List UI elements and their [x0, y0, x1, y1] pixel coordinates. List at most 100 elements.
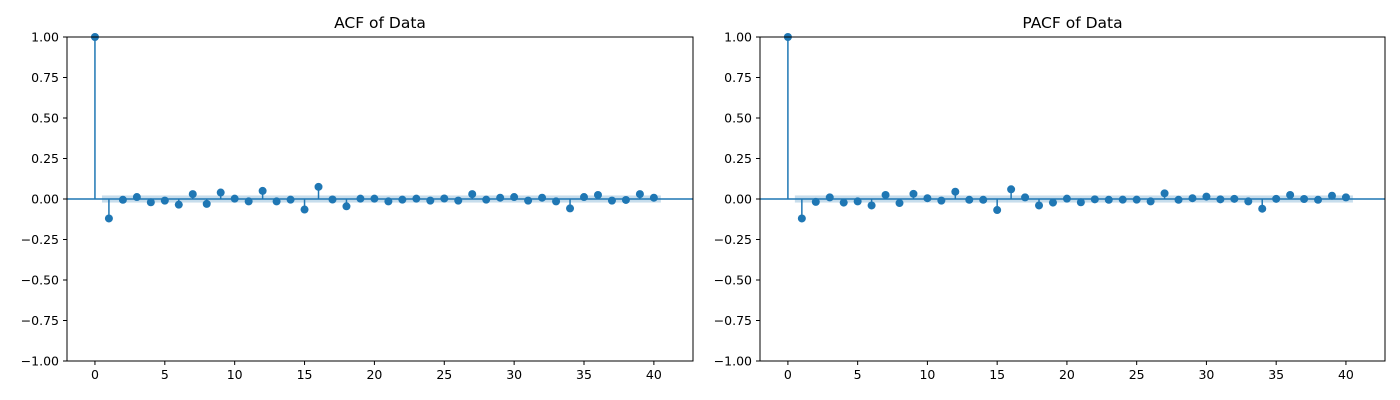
pacf-point-9: [909, 189, 918, 198]
pacf-point-2: [811, 197, 820, 206]
pacf-point-10: [923, 194, 932, 203]
acf-point-12: [258, 186, 267, 195]
pacf-point-32: [1230, 194, 1239, 203]
pacf-point-8: [895, 199, 904, 208]
pacf-point-18: [1035, 201, 1044, 210]
pacf-point-34: [1258, 204, 1267, 213]
pacf-point-40: [1341, 193, 1350, 202]
acf-chart-title: ACF of Data: [334, 14, 426, 32]
acf-xtick-label-25: 25: [436, 367, 452, 382]
pacf-point-16: [1007, 185, 1016, 194]
acf-point-3: [132, 193, 141, 202]
pacf-ytick-label-3: −0.25: [714, 232, 752, 247]
pacf-ytick-label-2: −0.50: [714, 273, 752, 288]
acf-point-33: [552, 197, 561, 206]
pacf-ytick-label-1: −0.75: [714, 313, 752, 328]
acf-ytick-label-8: 1.00: [31, 30, 59, 45]
acf-point-7: [188, 190, 197, 199]
acf-point-4: [146, 198, 155, 207]
acf-point-11: [244, 197, 253, 206]
acf-ytick-label-7: 0.75: [31, 70, 59, 85]
acf-point-31: [524, 196, 533, 205]
acf-point-8: [202, 199, 211, 208]
acf-point-40: [649, 193, 658, 202]
acf-point-34: [566, 204, 575, 213]
acf-point-27: [468, 190, 477, 199]
pacf-point-12: [951, 187, 960, 196]
acf-point-22: [398, 195, 407, 204]
acf-point-17: [328, 195, 337, 204]
acf-point-39: [635, 190, 644, 199]
acf-point-10: [230, 194, 239, 203]
pacf-point-23: [1104, 195, 1113, 204]
acf-point-36: [593, 190, 602, 199]
pacf-point-28: [1174, 195, 1183, 204]
acf-point-28: [482, 195, 491, 204]
acf-point-26: [454, 196, 463, 205]
acf-point-19: [356, 194, 365, 203]
pacf-point-4: [839, 198, 848, 207]
pacf-ytick-label-6: 0.50: [724, 111, 752, 126]
acf-point-2: [118, 195, 127, 204]
pacf-point-15: [993, 206, 1002, 215]
acf-xtick-label-10: 10: [227, 367, 243, 382]
acf-point-35: [580, 193, 589, 202]
pacf-point-17: [1021, 193, 1030, 202]
pacf-point-38: [1314, 195, 1323, 204]
pacf-point-36: [1286, 190, 1295, 199]
pacf-ytick-label-7: 0.75: [724, 70, 752, 85]
pacf-xtick-label-0: 0: [784, 367, 792, 382]
acf-point-24: [426, 196, 435, 205]
acf-xtick-label-15: 15: [297, 367, 313, 382]
acf-point-20: [370, 194, 379, 203]
pacf-point-3: [825, 193, 834, 202]
pacf-xtick-label-30: 30: [1198, 367, 1214, 382]
pacf-ytick-label-5: 0.25: [724, 151, 752, 166]
pacf-xtick-label-5: 5: [854, 367, 862, 382]
pacf-xtick-label-35: 35: [1268, 367, 1284, 382]
acf-ytick-label-0: −1.00: [21, 354, 59, 369]
acf-ytick-label-2: −0.50: [21, 273, 59, 288]
pacf-point-37: [1300, 195, 1309, 203]
pacf-ytick-label-4: 0.00: [724, 192, 752, 207]
acf-xtick-label-30: 30: [506, 367, 522, 382]
acf-panel: ACF of Data 0 5 10 15 20 25 30 35 40 −1.00 −0.75 −0…: [21, 14, 694, 382]
acf-ytick-label-6: 0.50: [31, 111, 59, 126]
acf-ytick-label-4: 0.00: [31, 192, 59, 207]
pacf-point-21: [1076, 198, 1085, 207]
pacf-point-24: [1118, 195, 1127, 204]
acf-xtick-label-35: 35: [576, 367, 592, 382]
pacf-point-13: [965, 195, 974, 204]
pacf-ytick-label-8: 1.00: [724, 30, 752, 45]
pacf-point-22: [1090, 195, 1099, 204]
pacf-point-25: [1132, 195, 1141, 204]
pacf-ytick-label-0: −1.00: [714, 354, 752, 369]
pacf-point-31: [1216, 195, 1225, 204]
acf-point-18: [342, 202, 351, 211]
acf-point-25: [440, 194, 449, 203]
pacf-point-26: [1146, 197, 1155, 206]
acf-point-16: [314, 182, 323, 191]
acf-point-37: [607, 196, 616, 205]
acf-point-5: [160, 196, 169, 205]
pacf-point-39: [1327, 191, 1336, 200]
pacf-xtick-label-25: 25: [1129, 367, 1145, 382]
acf-point-32: [538, 193, 547, 202]
acf-xtick-label-40: 40: [646, 367, 662, 382]
pacf-panel: PACF of Data 0 5 10 15 20 25 30 35 40 −1.00 −0.75 −…: [714, 14, 1386, 382]
acf-ytick-label-5: 0.25: [31, 151, 59, 166]
pacf-point-30: [1202, 192, 1211, 201]
pacf-point-35: [1272, 194, 1281, 203]
pacf-point-6: [867, 201, 876, 210]
acf-point-9: [216, 188, 225, 197]
pacf-point-7: [881, 190, 890, 199]
acf-point-30: [510, 193, 519, 202]
acf-point-14: [286, 195, 295, 204]
pacf-point-19: [1048, 198, 1057, 207]
pacf-point-20: [1062, 194, 1071, 203]
acf-point-13: [272, 197, 281, 206]
acf-point-15: [300, 205, 309, 214]
acf-ytick-label-1: −0.75: [21, 313, 59, 328]
acf-xtick-label-20: 20: [366, 367, 382, 382]
